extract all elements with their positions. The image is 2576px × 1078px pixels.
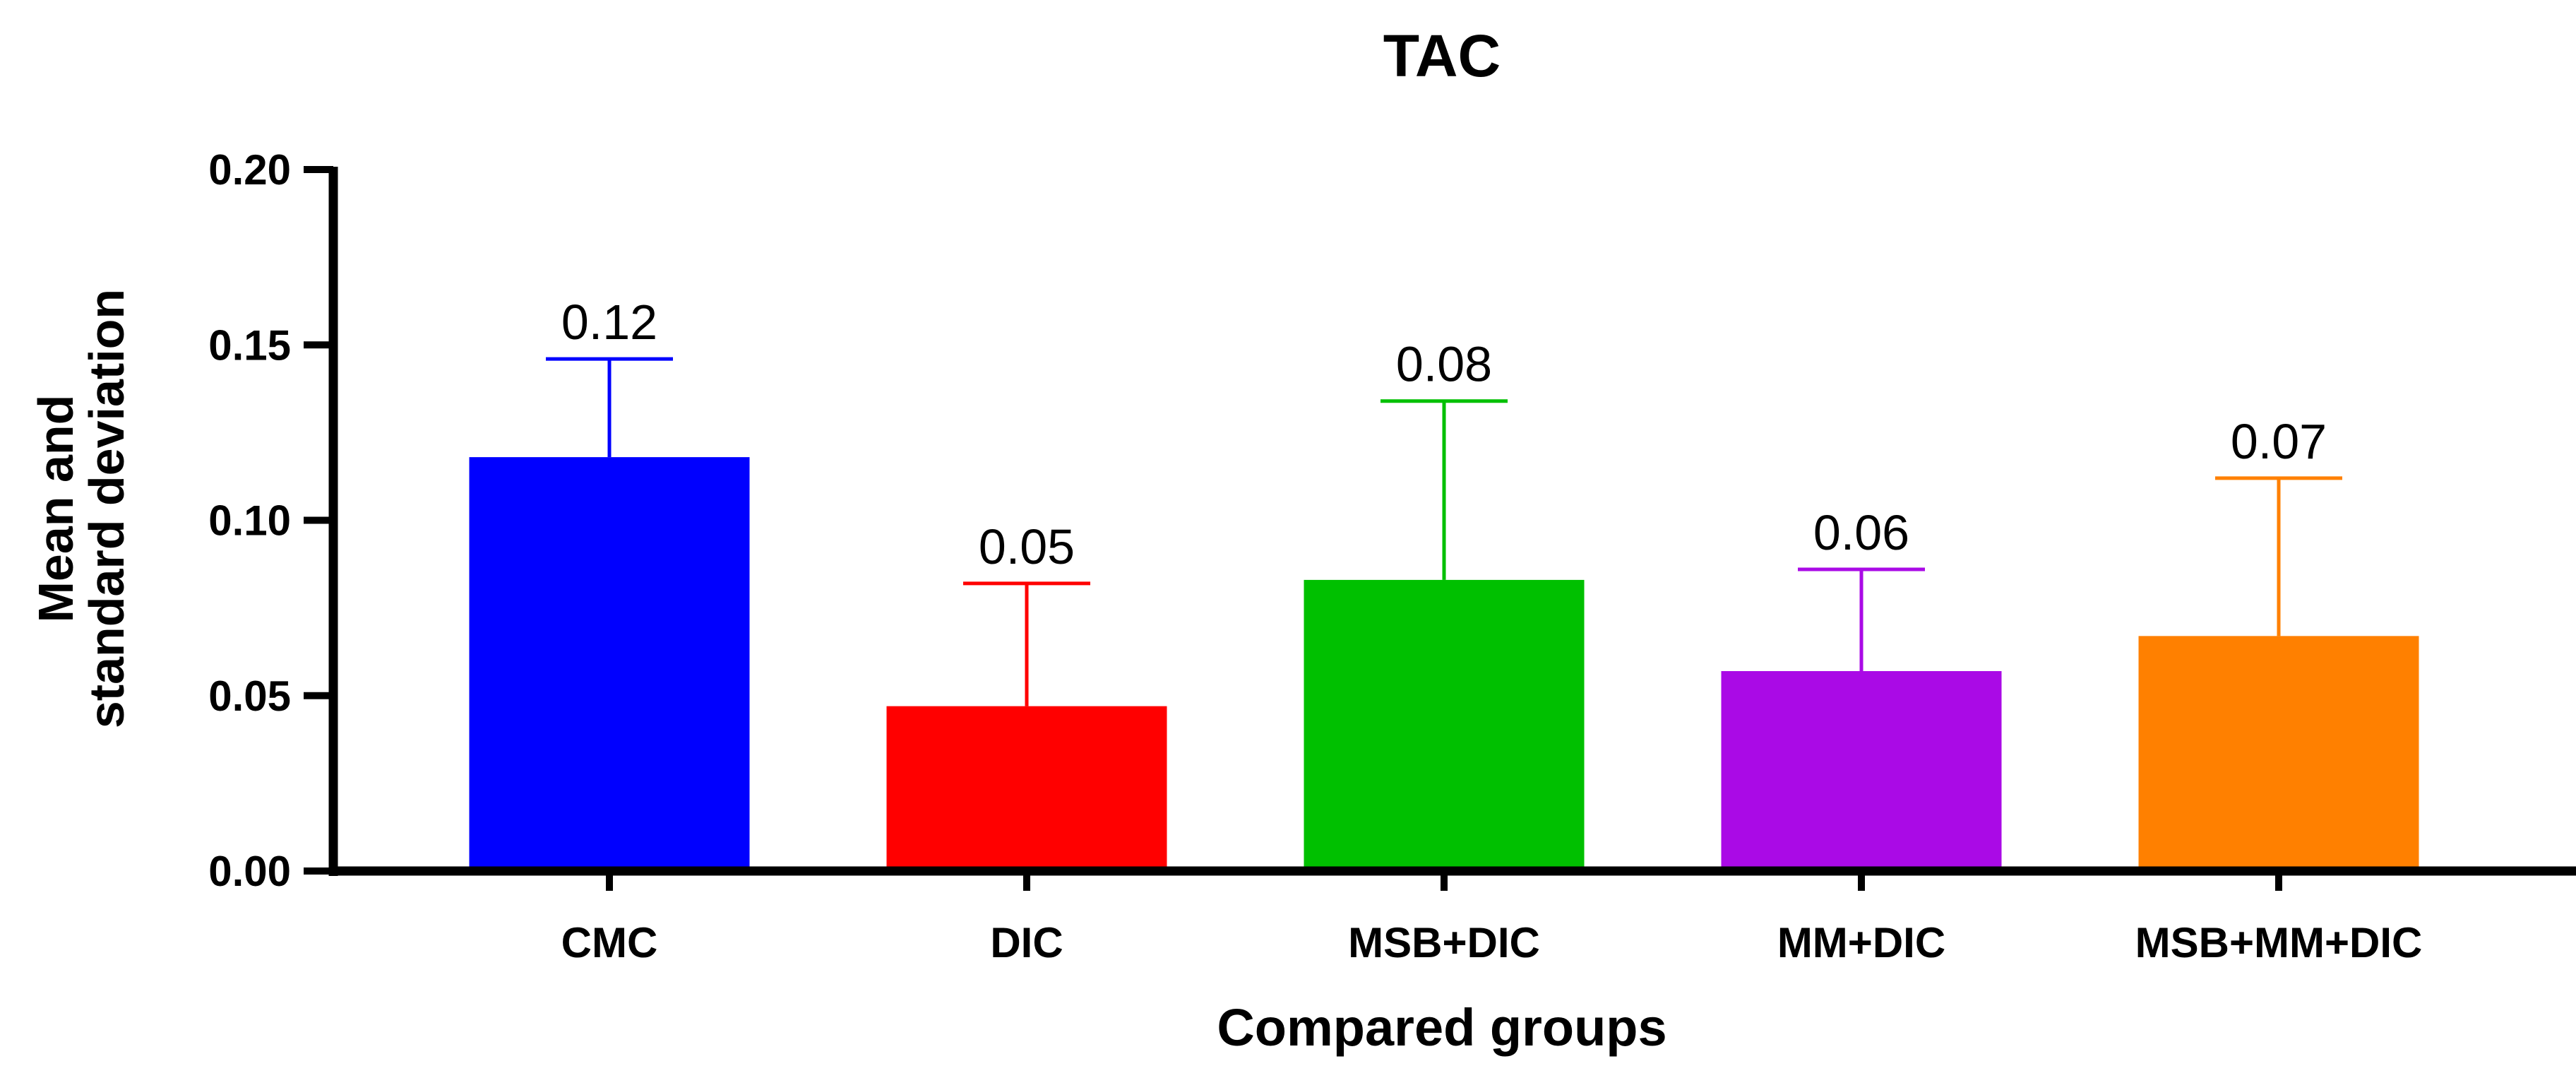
y-axis-label-line-1: Mean and (28, 395, 83, 623)
y-tick-label-0: 0.00 (208, 848, 291, 895)
bar-msb-dic (1304, 579, 1585, 871)
x-tick-label-dic: DIC (990, 919, 1063, 966)
y-ticks-layer: 0.00 0.05 0.10 0.15 0.20 (208, 146, 333, 895)
data-label-msb-mm-dic: 0.07 (2231, 414, 2327, 469)
y-axis-label-line-2: standard deviation (79, 289, 134, 728)
y-tick-label-3: 0.15 (208, 321, 291, 369)
bar-cmc (469, 457, 750, 871)
data-label-mm-dic: 0.06 (1813, 505, 1909, 560)
data-label-dic: 0.05 (979, 519, 1075, 574)
data-label-msb-dic: 0.08 (1396, 337, 1492, 392)
x-tick-label-cmc: CMC (561, 919, 658, 966)
error-bars-layer (546, 357, 2342, 706)
bar-msb-mm-dic (2138, 636, 2419, 871)
y-tick-label-4: 0.20 (208, 146, 291, 194)
y-tick-label-1: 0.05 (208, 673, 291, 720)
y-tick-label-2: 0.10 (208, 497, 291, 545)
x-tick-label-msb-dic: MSB+DIC (1348, 919, 1540, 966)
bar-mm-dic (1721, 670, 2002, 871)
data-labels-layer: 0.12 0.05 0.08 0.06 0.07 (561, 295, 2327, 574)
bars-layer (469, 457, 2419, 871)
data-label-cmc: 0.12 (561, 295, 657, 350)
x-tick-label-mm-dic: MM+DIC (1777, 919, 1945, 966)
x-axis-label: Compared groups (1217, 998, 1666, 1057)
x-tick-label-msb-mm-dic: MSB+MM+DIC (2135, 919, 2423, 966)
x-ticks-layer: CMC DIC MSB+DIC MM+DIC MSB+MM+DIC (561, 871, 2423, 966)
chart-title: TAC (1383, 23, 1501, 89)
bar-dic (886, 706, 1167, 871)
